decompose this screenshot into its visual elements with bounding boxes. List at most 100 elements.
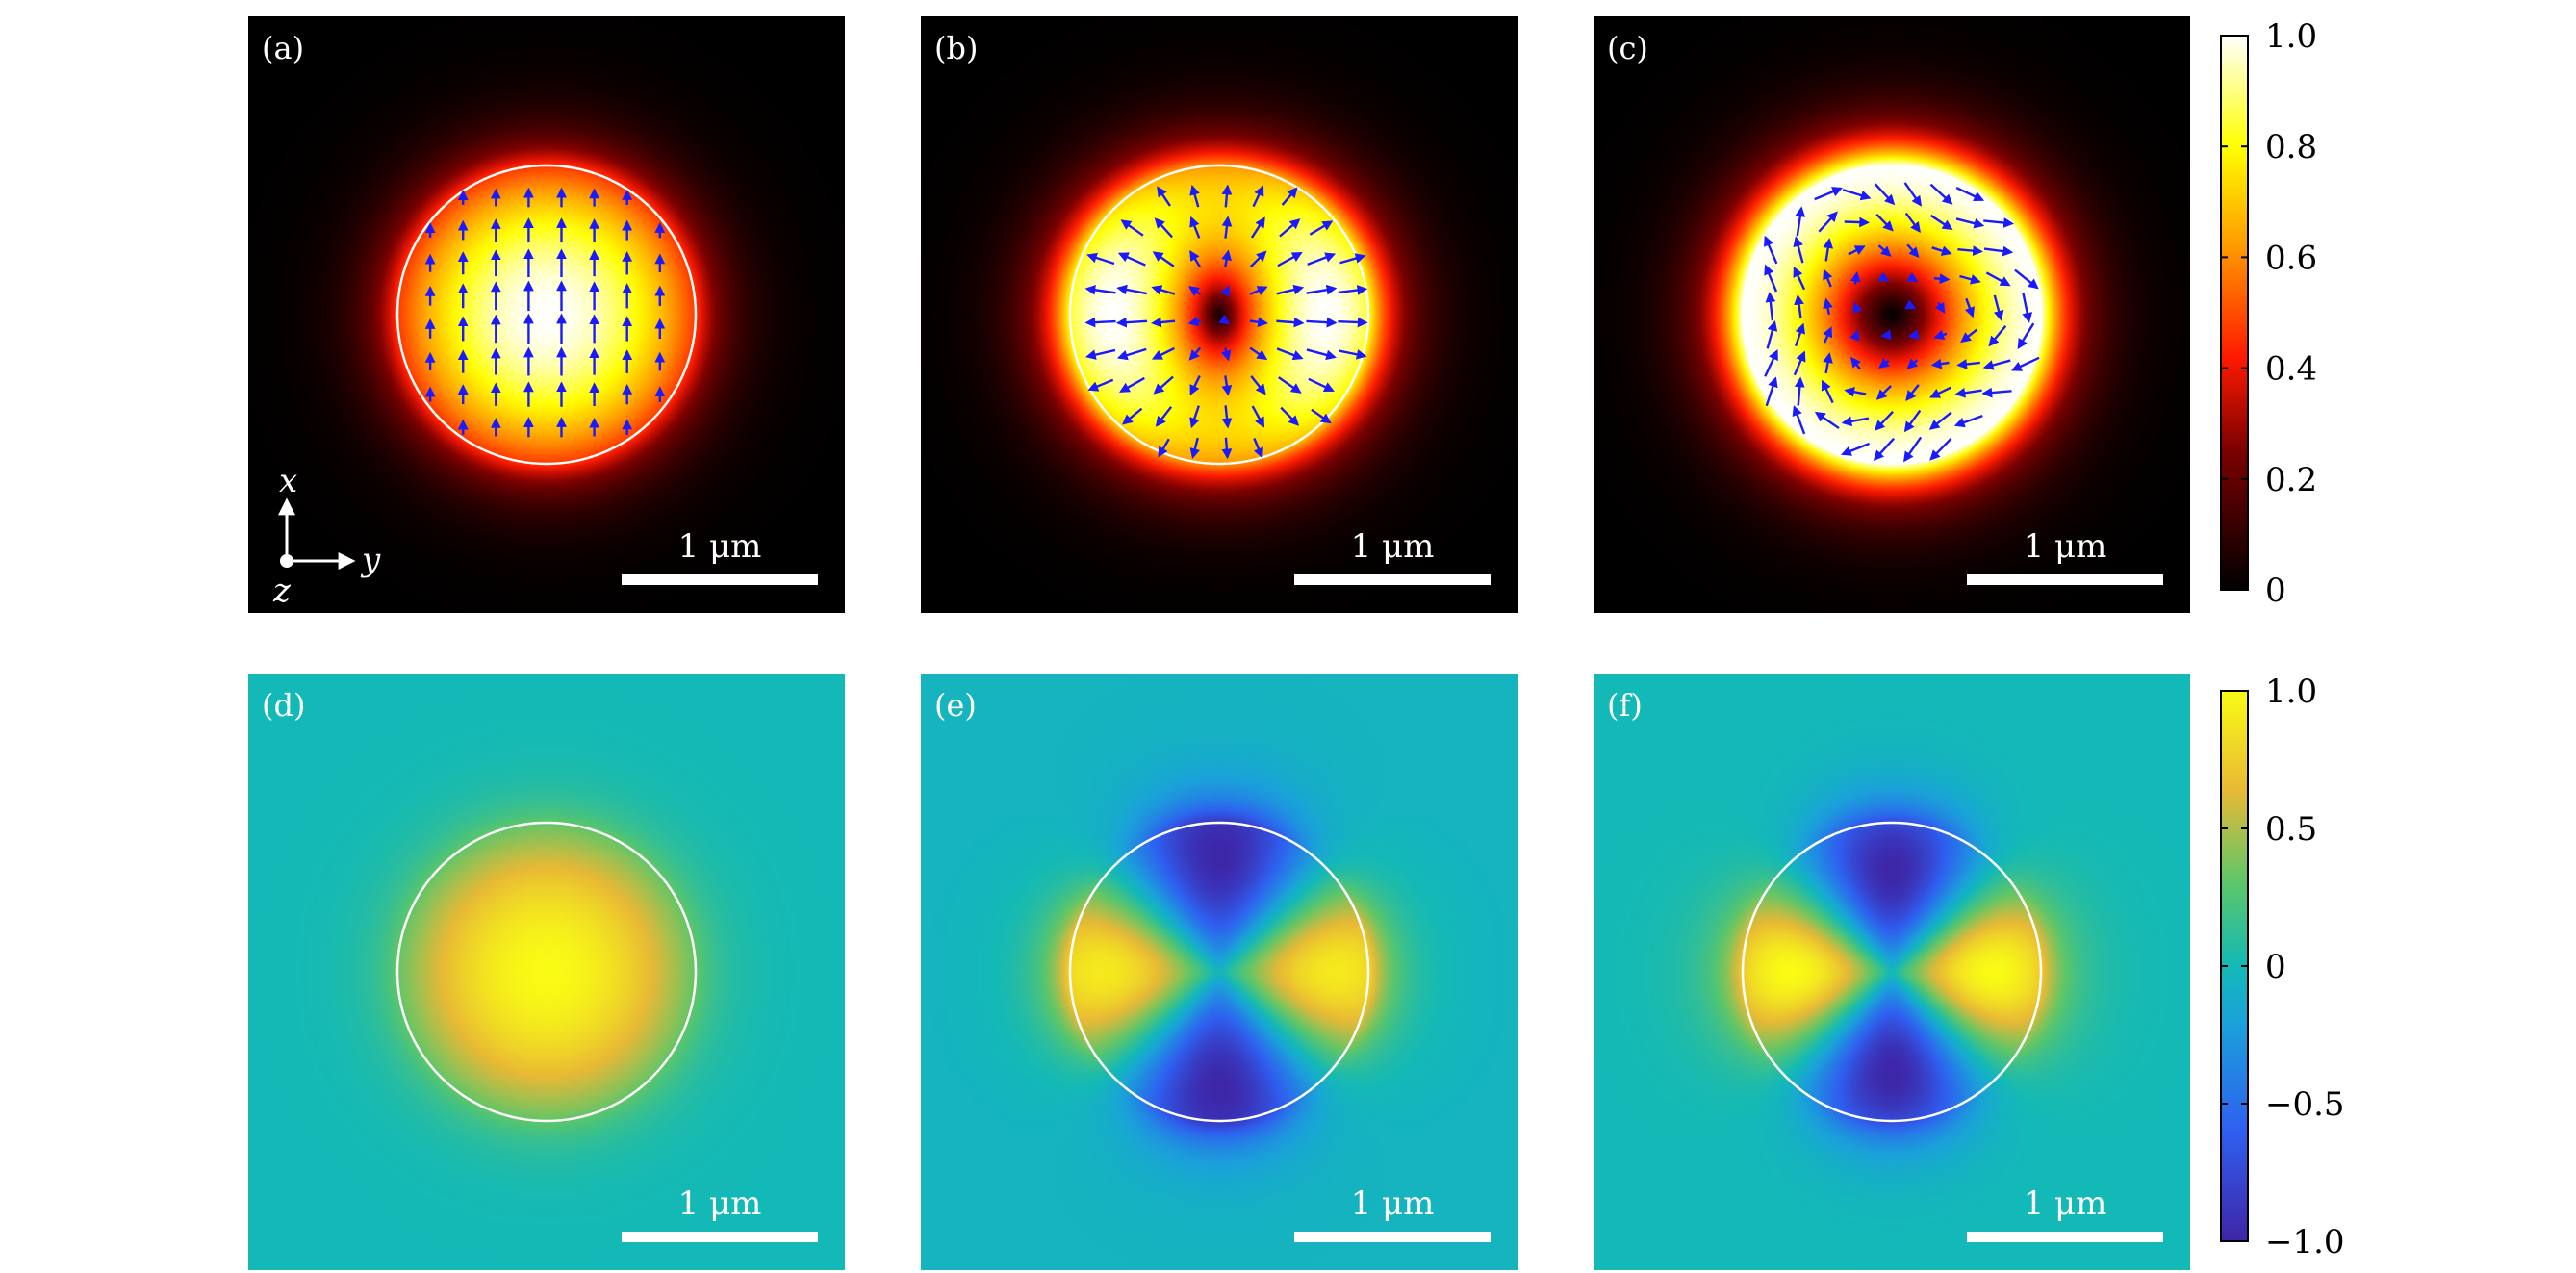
polarization-arrow xyxy=(1795,206,1806,237)
polarization-arrow xyxy=(1906,272,1919,283)
polarization-arrow xyxy=(1189,375,1201,396)
polarization-arrow xyxy=(1339,349,1367,360)
polarization-arrow xyxy=(1306,284,1338,295)
polarization-arrow xyxy=(1338,285,1368,295)
core-boundary-circle xyxy=(1068,164,1370,466)
polarization-arrow xyxy=(1794,322,1805,347)
polarization-arrow xyxy=(1084,317,1116,328)
scale-bar-label: 1 μm xyxy=(678,1184,762,1223)
polarization-arrow xyxy=(1158,438,1170,458)
polarization-arrow xyxy=(1189,249,1202,268)
polarization-arrow xyxy=(1934,301,1946,314)
polarization-arrow xyxy=(1903,409,1922,433)
scale-bar-label: 1 μm xyxy=(2024,1184,2107,1223)
colorbar-tick-label: 0.4 xyxy=(2265,350,2317,389)
polarization-arrow xyxy=(1084,348,1116,360)
polarization-arrow xyxy=(1814,187,1843,201)
colorbar-signed: 1.0 0.5 0 −0.5 −1.0 xyxy=(2220,673,2345,1261)
polarization-arrow xyxy=(1221,375,1233,396)
polarization-arrow xyxy=(1852,301,1863,314)
polarization-arrow xyxy=(1221,216,1233,239)
field-map xyxy=(1594,16,2190,613)
polarization-arrow xyxy=(1249,286,1268,295)
polarization-arrow xyxy=(1793,236,1804,264)
polarization-arrow xyxy=(1793,266,1806,291)
polarization-arrow xyxy=(1250,216,1265,239)
polarization-arrow xyxy=(1221,184,1233,208)
polarization-arrow xyxy=(1189,216,1201,239)
polarization-arrow xyxy=(1956,359,1980,369)
polarization-arrow xyxy=(1960,328,1978,344)
polarization-arrow xyxy=(1116,347,1147,361)
field-map xyxy=(921,16,1518,613)
polarization-arrows xyxy=(424,187,666,438)
scale-bar xyxy=(622,1232,818,1242)
polarization-arrow xyxy=(1221,249,1232,267)
field-map xyxy=(1594,674,2190,1270)
scale-bar-label: 1 μm xyxy=(2024,527,2107,566)
field-map xyxy=(921,674,1518,1270)
polarization-arrow xyxy=(1219,285,1230,297)
polarization-arrow xyxy=(1794,376,1805,406)
polarization-arrow xyxy=(1338,317,1368,328)
polarization-arrow xyxy=(1904,299,1917,310)
polarization-arrow xyxy=(1993,294,2004,321)
colorbar-tick-label: 0.2 xyxy=(2265,461,2317,499)
scale-bar xyxy=(1294,1232,1491,1242)
polarization-arrow xyxy=(1929,437,1952,461)
y-axis-label: y xyxy=(360,541,381,579)
polarization-arrow xyxy=(1189,184,1200,208)
polarization-arrow xyxy=(1765,376,1778,407)
colorbar-gradient xyxy=(2220,35,2249,591)
polarization-arrow xyxy=(1087,378,1114,392)
polarization-arrow xyxy=(1188,286,1202,296)
polarization-arrow xyxy=(1959,274,1981,285)
colorbar-tick-label: 0 xyxy=(2265,948,2286,986)
polarization-arrow xyxy=(1084,284,1116,295)
polarization-arrow xyxy=(1221,437,1233,460)
polarization-arrow xyxy=(1249,317,1268,328)
polarization-arrow xyxy=(1821,379,1834,404)
polarization-arrow xyxy=(1306,317,1338,328)
core-boundary-circle xyxy=(395,821,698,1123)
panel-a: (a) 1 μm xyxy=(248,16,845,613)
polarization-arrow xyxy=(1814,411,1840,430)
polarization-arrow xyxy=(1280,406,1300,426)
polarization-arrow xyxy=(1276,284,1305,295)
polarization-arrow xyxy=(1189,405,1200,429)
polarization-arrow xyxy=(1155,406,1173,427)
polarization-arrow xyxy=(1982,359,2011,370)
polarization-arrow xyxy=(1955,186,1985,202)
polarization-arrow xyxy=(1249,346,1268,361)
polarization-arrow xyxy=(1251,405,1264,428)
colorbar-tick-label: 0.8 xyxy=(2265,128,2317,166)
polarization-arrow xyxy=(1794,293,1804,318)
colorbar-tick-label: 1.0 xyxy=(2265,17,2317,56)
polarization-arrow xyxy=(1877,244,1892,257)
scale-bar xyxy=(622,574,818,585)
polarization-arrow xyxy=(1154,217,1173,239)
polarization-arrow xyxy=(1878,358,1890,369)
polarization-arrow xyxy=(1249,250,1267,268)
polarization-arrow xyxy=(1276,347,1304,361)
polarization-arrow xyxy=(1115,317,1148,328)
polarization-arrow xyxy=(1311,408,1332,424)
polarization-arrow xyxy=(1983,245,2014,257)
polarization-arrow xyxy=(2017,322,2035,350)
field-map xyxy=(248,16,845,613)
polarization-arrow xyxy=(1930,358,1950,369)
polarization-arrow xyxy=(1981,387,2012,398)
polarization-arrow xyxy=(1307,252,1337,266)
field-map xyxy=(248,674,845,1270)
polarization-arrow xyxy=(1339,253,1366,265)
panel-c: (c) 1 μm xyxy=(1594,16,2190,613)
polarization-arrow xyxy=(1151,346,1175,360)
scale-bar xyxy=(1967,574,2163,585)
polarization-arrow xyxy=(1849,329,1860,342)
polarization-arrow xyxy=(1157,186,1171,207)
polarization-arrow xyxy=(1983,217,2014,228)
polarization-arrow xyxy=(1953,415,1983,428)
polarization-arrow xyxy=(1964,297,1975,318)
polarization-arrow xyxy=(1954,387,1982,398)
polarization-arrow xyxy=(1252,185,1264,208)
